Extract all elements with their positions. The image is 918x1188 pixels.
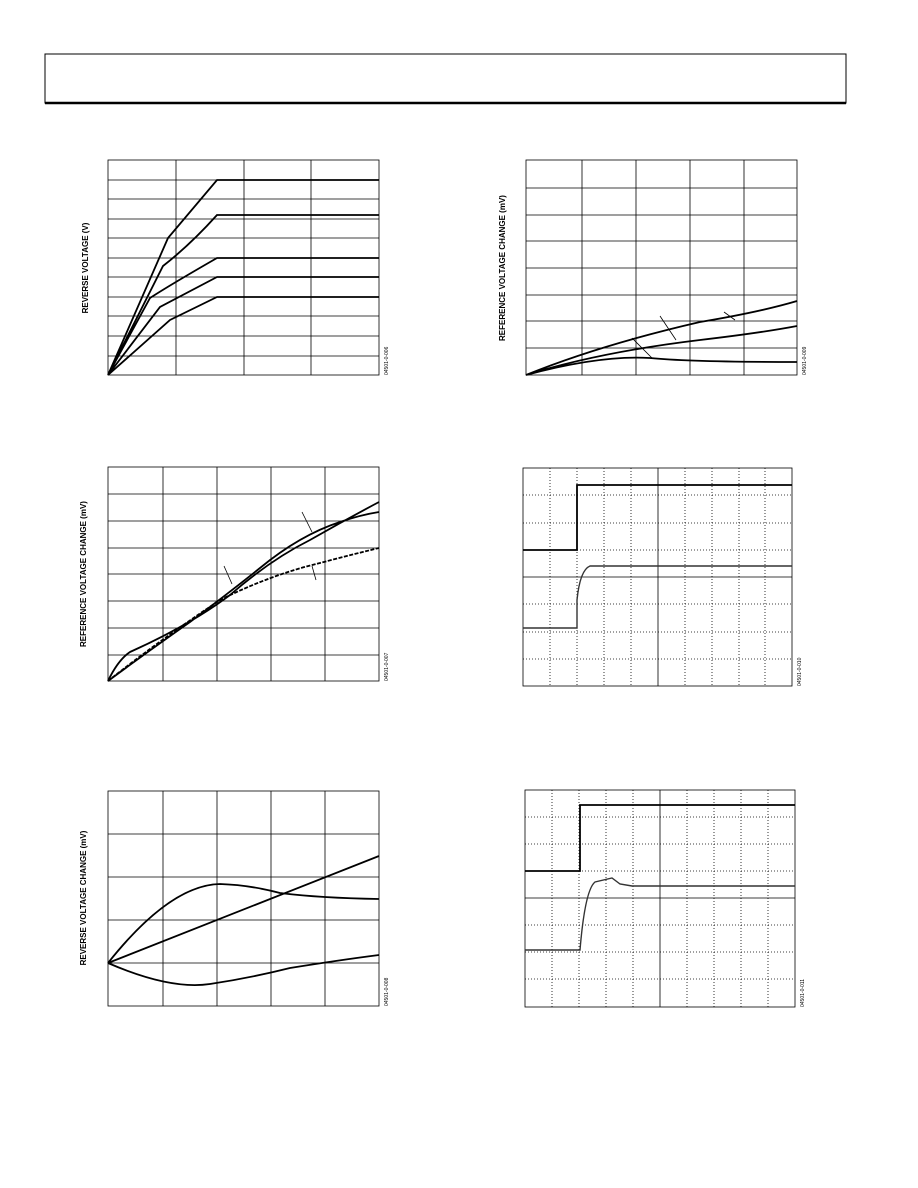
- figure-1: REVERSE VOLTAGE (V) 04501-0-006: [81, 159, 390, 376]
- figure-code: 04501-0-008: [384, 977, 390, 1006]
- y-label: REFERENCE VOLTAGE CHANGE (mV): [498, 195, 507, 341]
- y-label: REVERSE VOLTAGE CHANGE (mV): [79, 830, 88, 965]
- figure-2: REFERENCE VOLTAGE CHANGE (mV) 04501-0-00…: [498, 159, 808, 376]
- figure-code: 04501-0-006: [384, 346, 390, 375]
- figure-3: REFERENCE VOLTAGE CHANGE (mV) 04501-0-00…: [79, 466, 390, 682]
- y-label: REVERSE VOLTAGE (V): [81, 222, 90, 313]
- y-label: REFERENCE VOLTAGE CHANGE (mV): [79, 501, 88, 647]
- figure-5: REVERSE VOLTAGE CHANGE (mV) 04501-0-008: [79, 790, 390, 1007]
- figure-6: 04501-0-011: [524, 789, 806, 1008]
- figure-code: 04501-0-010: [797, 657, 803, 686]
- header-box: [44, 53, 847, 104]
- figure-code: 04501-0-007: [384, 652, 390, 681]
- figure-code: 04501-0-011: [800, 979, 806, 1007]
- figure-code: 04501-0-009: [802, 346, 808, 375]
- figure-4: 04501-0-010: [522, 467, 803, 687]
